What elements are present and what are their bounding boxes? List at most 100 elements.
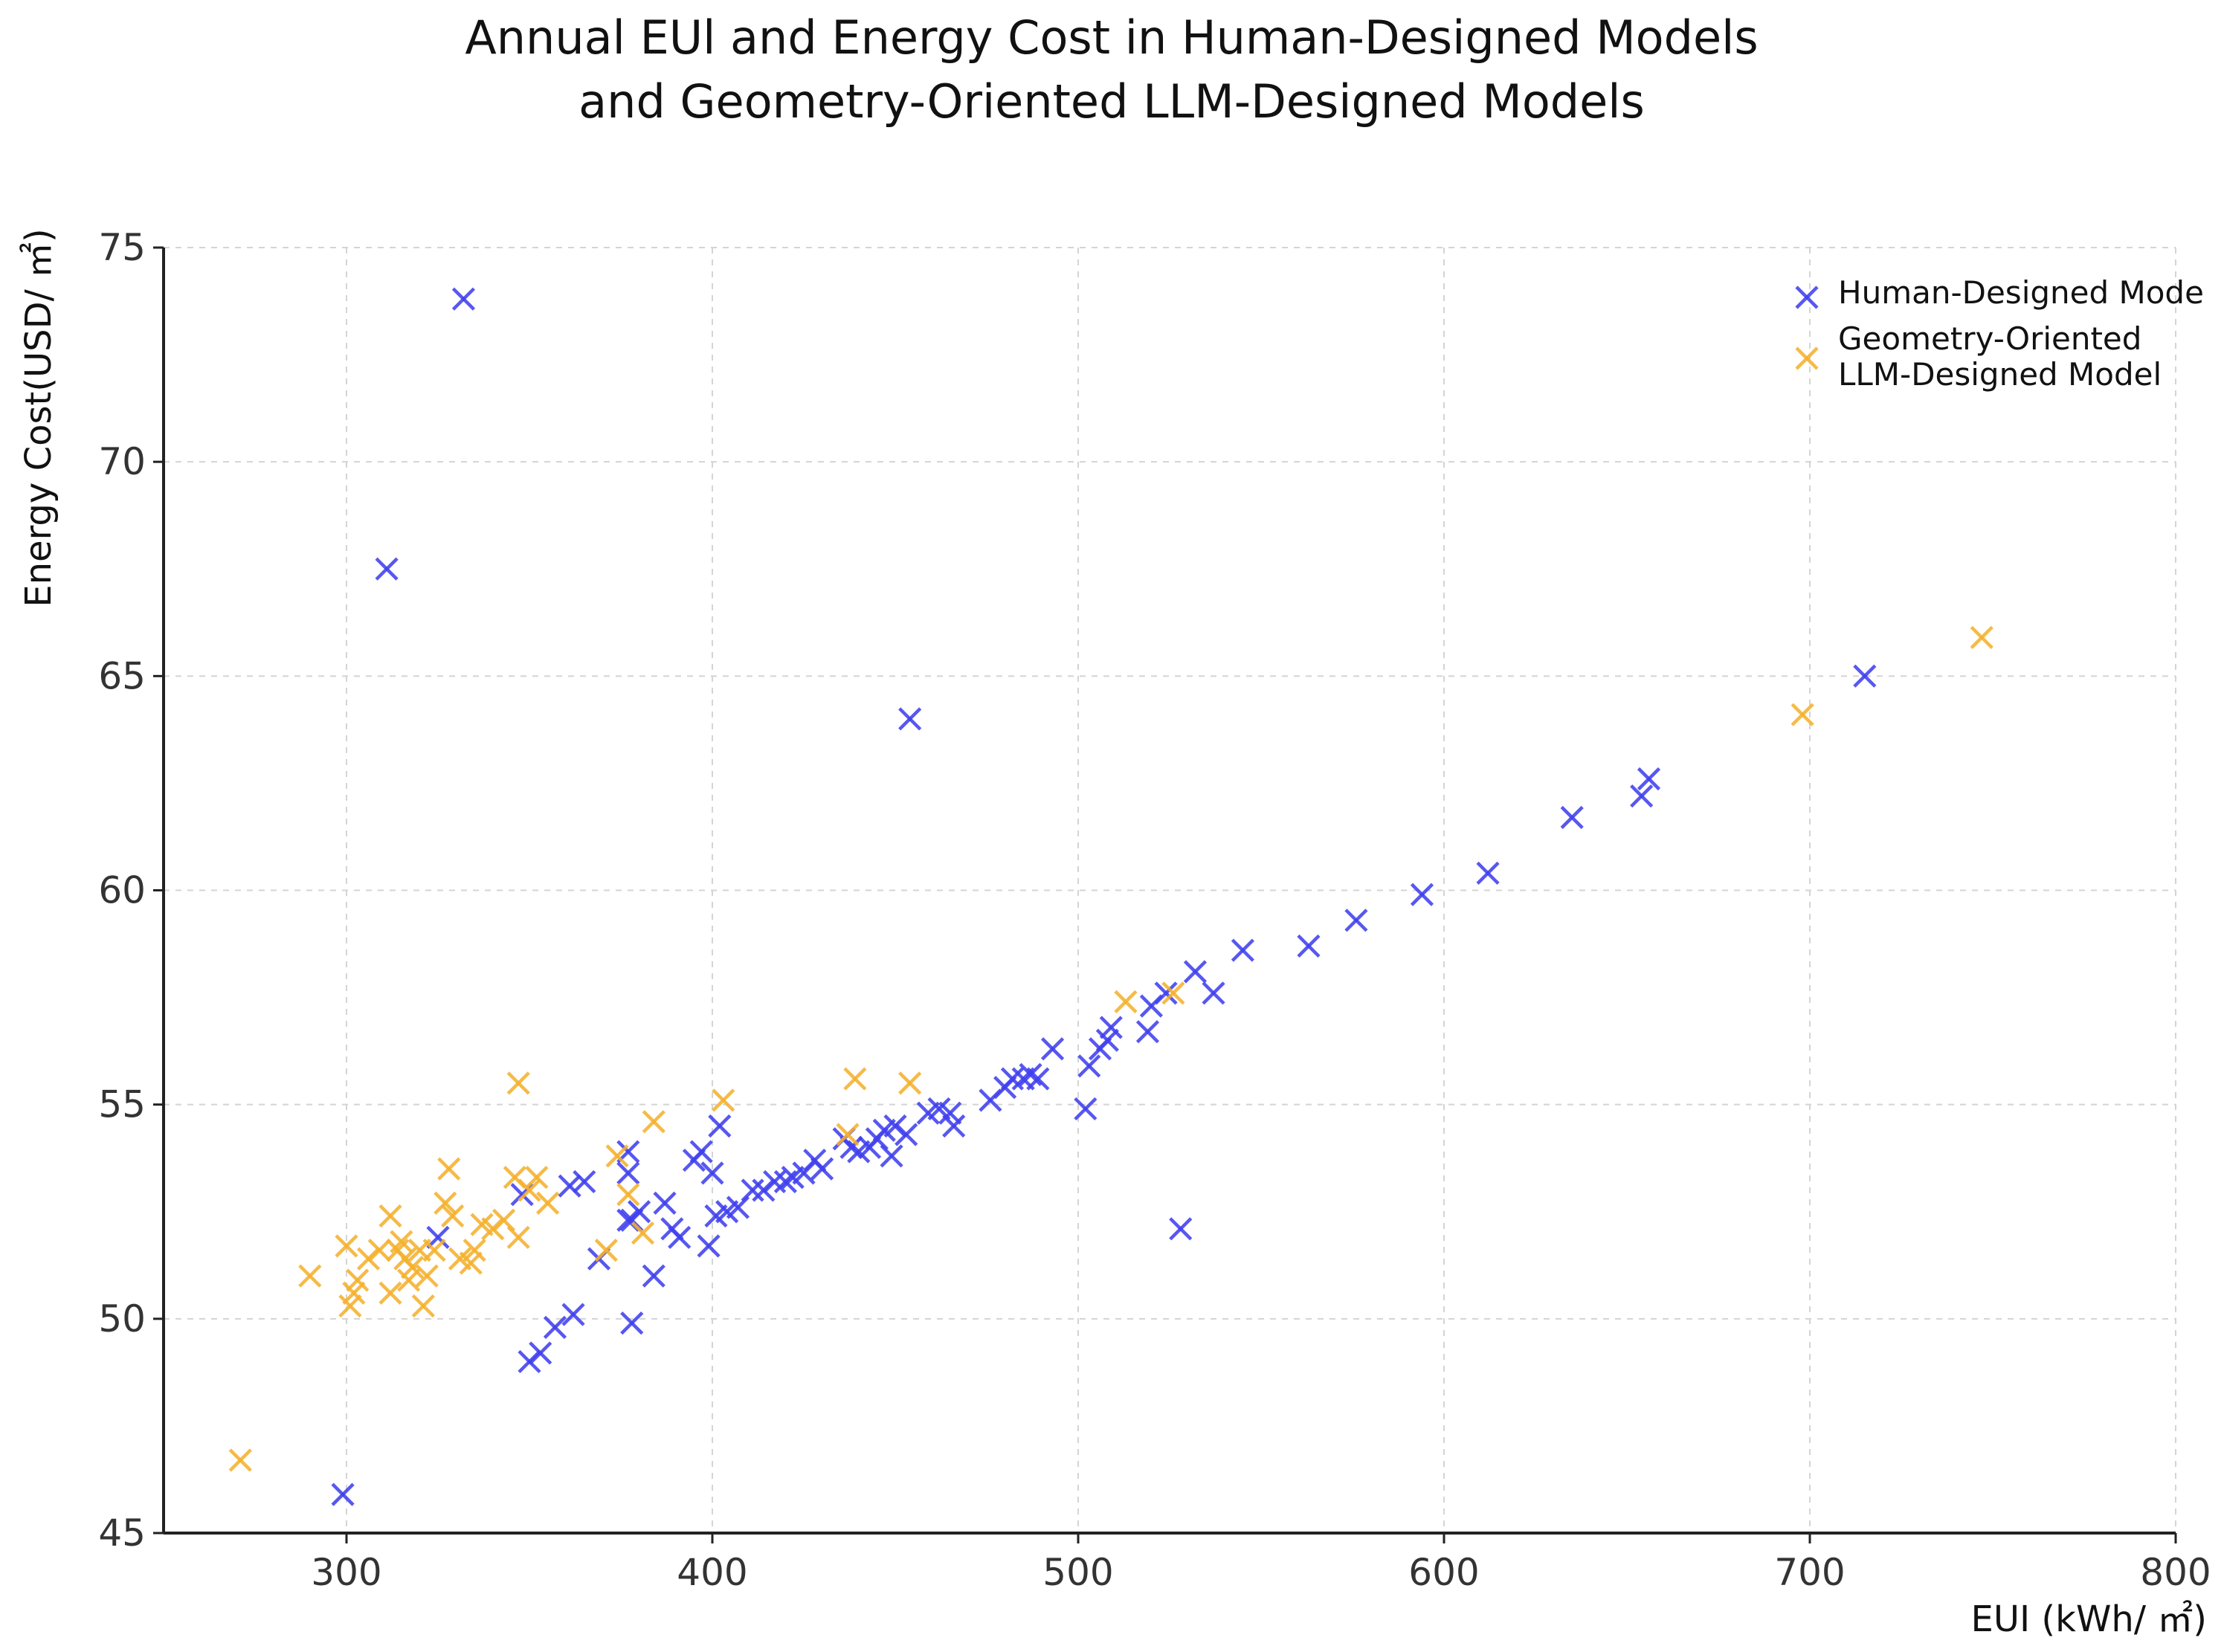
data-point-human-4 xyxy=(1637,767,1661,791)
grid xyxy=(164,247,2176,1534)
data-point-llm-22 xyxy=(462,1239,486,1262)
data-point-llm-21 xyxy=(470,1213,494,1236)
y-tick-label-65: 65 xyxy=(98,654,146,697)
data-point-llm-7 xyxy=(712,1088,735,1112)
y-tick-label-60: 60 xyxy=(98,869,146,912)
data-point-human-5 xyxy=(1630,784,1654,808)
y-tick-label-50: 50 xyxy=(98,1297,146,1340)
data-point-human-56 xyxy=(697,1234,721,1258)
x-axis-label: EUI (kWh/ ㎡) xyxy=(1971,1598,2207,1640)
data-point-human-9 xyxy=(1344,909,1368,932)
data-point-llm-45 xyxy=(298,1264,322,1288)
data-point-human-11 xyxy=(1231,938,1254,962)
data-point-human-76 xyxy=(426,1225,450,1249)
data-point-llm-8 xyxy=(642,1110,665,1134)
data-point-llm-2 xyxy=(1161,981,1185,1005)
data-point-human-54 xyxy=(704,1204,728,1228)
data-point-llm-6 xyxy=(836,1123,860,1146)
chart-title-line-2: and Geometry-Oriented LLM-Designed Model… xyxy=(578,74,1645,129)
data-point-llm-19 xyxy=(491,1208,516,1232)
data-point-human-48 xyxy=(763,1169,787,1193)
legend-label-llm: Geometry-Oriented LLM-Designed Model xyxy=(1838,320,2162,393)
data-point-human-73 xyxy=(529,1341,552,1365)
data-point-llm-24 xyxy=(448,1247,472,1271)
data-point-human-8 xyxy=(1410,883,1434,906)
data-point-llm-3 xyxy=(1114,990,1138,1013)
data-point-human-21 xyxy=(1074,1097,1098,1121)
data-point-human-55 xyxy=(700,1161,724,1185)
data-point-llm-38 xyxy=(378,1281,402,1305)
data-point-human-26 xyxy=(1011,1067,1035,1091)
data-point-llm-16 xyxy=(506,1071,530,1095)
data-point-human-58 xyxy=(682,1148,706,1172)
data-point-llm-46 xyxy=(228,1448,252,1472)
data-point-human-33 xyxy=(916,1101,940,1125)
data-point-llm-5 xyxy=(843,1067,867,1091)
data-points xyxy=(228,287,1993,1506)
data-point-human-60 xyxy=(660,1217,684,1241)
data-point-llm-31 xyxy=(407,1239,431,1262)
series-human xyxy=(331,287,1877,1506)
legend-x-human xyxy=(1795,285,1819,309)
data-point-llm-11 xyxy=(605,1144,629,1168)
legend: Human-Designed Mode Geometry-Oriented LL… xyxy=(1795,274,2204,393)
legend-label-llm-line-1: Geometry-Oriented xyxy=(1838,320,2141,357)
data-point-human-22 xyxy=(1169,1217,1193,1241)
legend-x-llm xyxy=(1795,346,1819,370)
data-point-llm-14 xyxy=(525,1166,549,1190)
data-point-human-7 xyxy=(1476,861,1500,885)
data-point-llm-27 xyxy=(433,1191,457,1215)
data-point-human-17 xyxy=(1099,1016,1123,1039)
data-point-llm-39 xyxy=(367,1239,391,1262)
data-point-human-13 xyxy=(1183,960,1208,984)
data-point-llm-36 xyxy=(386,1239,410,1262)
data-point-llm-37 xyxy=(378,1204,402,1228)
data-point-llm-10 xyxy=(616,1183,640,1207)
data-point-llm-30 xyxy=(411,1294,435,1318)
data-point-llm-40 xyxy=(356,1247,381,1271)
data-point-llm-1 xyxy=(1791,703,1814,726)
data-point-human-61 xyxy=(653,1191,677,1215)
data-point-human-74 xyxy=(518,1349,541,1374)
data-point-llm-41 xyxy=(346,1268,370,1292)
data-point-human-36 xyxy=(880,1144,903,1168)
data-point-human-71 xyxy=(561,1303,585,1326)
data-point-llm-44 xyxy=(335,1234,358,1258)
y-tick-label-70: 70 xyxy=(98,440,146,483)
x-tick-label-600: 600 xyxy=(1408,1551,1479,1594)
data-point-human-1 xyxy=(375,557,399,581)
data-point-llm-17 xyxy=(503,1166,526,1190)
series-llm xyxy=(228,625,1993,1472)
data-point-llm-18 xyxy=(506,1225,530,1249)
data-point-human-10 xyxy=(1297,934,1321,958)
data-point-human-69 xyxy=(573,1169,596,1193)
data-point-human-34 xyxy=(895,1123,918,1146)
data-point-human-30 xyxy=(942,1114,966,1138)
y-tick-label-45: 45 xyxy=(98,1511,146,1555)
data-point-human-16 xyxy=(1135,1020,1160,1044)
data-point-human-19 xyxy=(1088,1037,1112,1061)
x-tick-label-500: 500 xyxy=(1042,1551,1113,1594)
x-tick-label-700: 700 xyxy=(1774,1551,1845,1594)
data-point-human-70 xyxy=(558,1174,581,1198)
legend-marker-human xyxy=(1795,285,1819,309)
data-point-llm-42 xyxy=(342,1281,366,1305)
data-point-human-53 xyxy=(708,1114,732,1138)
data-point-human-29 xyxy=(979,1088,1002,1112)
data-point-human-6 xyxy=(1560,805,1584,830)
data-point-human-12 xyxy=(1202,981,1225,1005)
data-point-human-49 xyxy=(752,1178,776,1202)
data-point-human-47 xyxy=(773,1169,797,1193)
data-point-human-67 xyxy=(616,1161,640,1185)
data-point-llm-25 xyxy=(441,1204,465,1228)
chart-title-line-1: Annual EUl and Energy Cost in Human-Desi… xyxy=(465,10,1758,65)
legend-marker-llm xyxy=(1795,346,1819,370)
data-point-human-2 xyxy=(898,707,922,731)
data-point-human-75 xyxy=(510,1183,534,1207)
data-point-llm-4 xyxy=(898,1071,922,1095)
data-point-human-25 xyxy=(1019,1062,1042,1086)
legend-label-llm-line-2: LLM-Designed Model xyxy=(1838,356,2162,393)
x-tick-label-400: 400 xyxy=(677,1551,747,1594)
legend-label-human: Human-Designed Mode xyxy=(1838,274,2204,311)
